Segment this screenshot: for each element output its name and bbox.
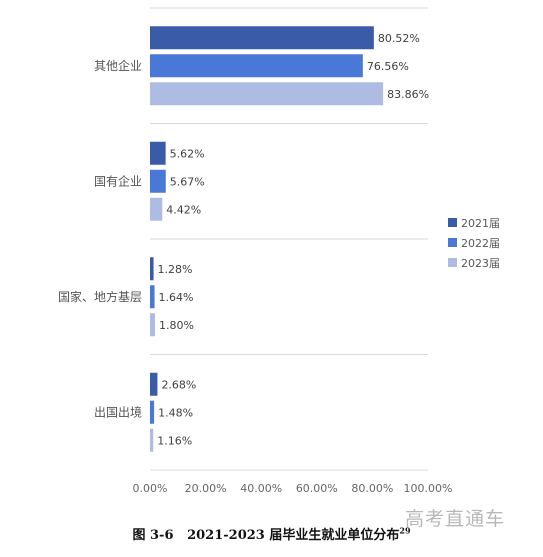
legend-label: 2022届: [461, 237, 500, 250]
caption-title: 2021-2023 届毕业生就业单位分布: [187, 528, 400, 543]
legend-label: 2021届: [461, 217, 500, 230]
caption-prefix: 图 3-6: [132, 528, 174, 543]
x-tick-label: 20.00%: [185, 482, 227, 495]
category-label: 国家、地方基层: [58, 289, 142, 304]
bar: [150, 313, 156, 337]
watermark: 高考直通车: [405, 508, 506, 530]
bar: [150, 372, 158, 396]
x-tick-label: 0.00%: [133, 482, 168, 495]
bar: [150, 82, 384, 106]
x-tick-label: 40.00%: [240, 482, 282, 495]
x-tick-label: 100.00%: [404, 482, 453, 495]
x-tick-label: 80.00%: [351, 482, 393, 495]
figure-caption: 图 3-6 2021-2023 届毕业生就业单位分布29: [0, 524, 543, 543]
bar: [150, 141, 166, 165]
data-label: 80.52%: [378, 32, 420, 45]
x-tick-label: 60.00%: [296, 482, 338, 495]
category-label: 其他企业: [94, 58, 142, 73]
bar: [150, 26, 374, 50]
data-label: 1.80%: [159, 319, 194, 332]
data-label: 83.86%: [387, 88, 429, 101]
data-label: 1.48%: [158, 406, 193, 419]
data-label: 1.28%: [158, 263, 193, 276]
data-label: 1.64%: [159, 291, 194, 304]
data-label: 76.56%: [367, 60, 409, 73]
bar: [150, 428, 154, 452]
data-label: 5.67%: [170, 175, 205, 188]
bar: [150, 257, 154, 281]
data-label: 1.16%: [157, 434, 192, 447]
data-label: 4.42%: [166, 203, 201, 216]
bar: [150, 400, 155, 424]
legend-label: 2023届: [461, 257, 500, 270]
category-label: 出国出境: [94, 404, 142, 419]
bar: [150, 54, 363, 78]
bar: [150, 285, 155, 309]
legend-swatch: [448, 258, 457, 267]
legend-swatch: [448, 238, 457, 247]
data-label: 2.68%: [161, 378, 196, 391]
data-label: 5.62%: [170, 147, 205, 160]
bar: [150, 197, 163, 221]
category-label: 国有企业: [94, 173, 142, 188]
bar: [150, 169, 166, 193]
legend-swatch: [448, 218, 457, 227]
caption-footnote: 29: [399, 525, 411, 536]
